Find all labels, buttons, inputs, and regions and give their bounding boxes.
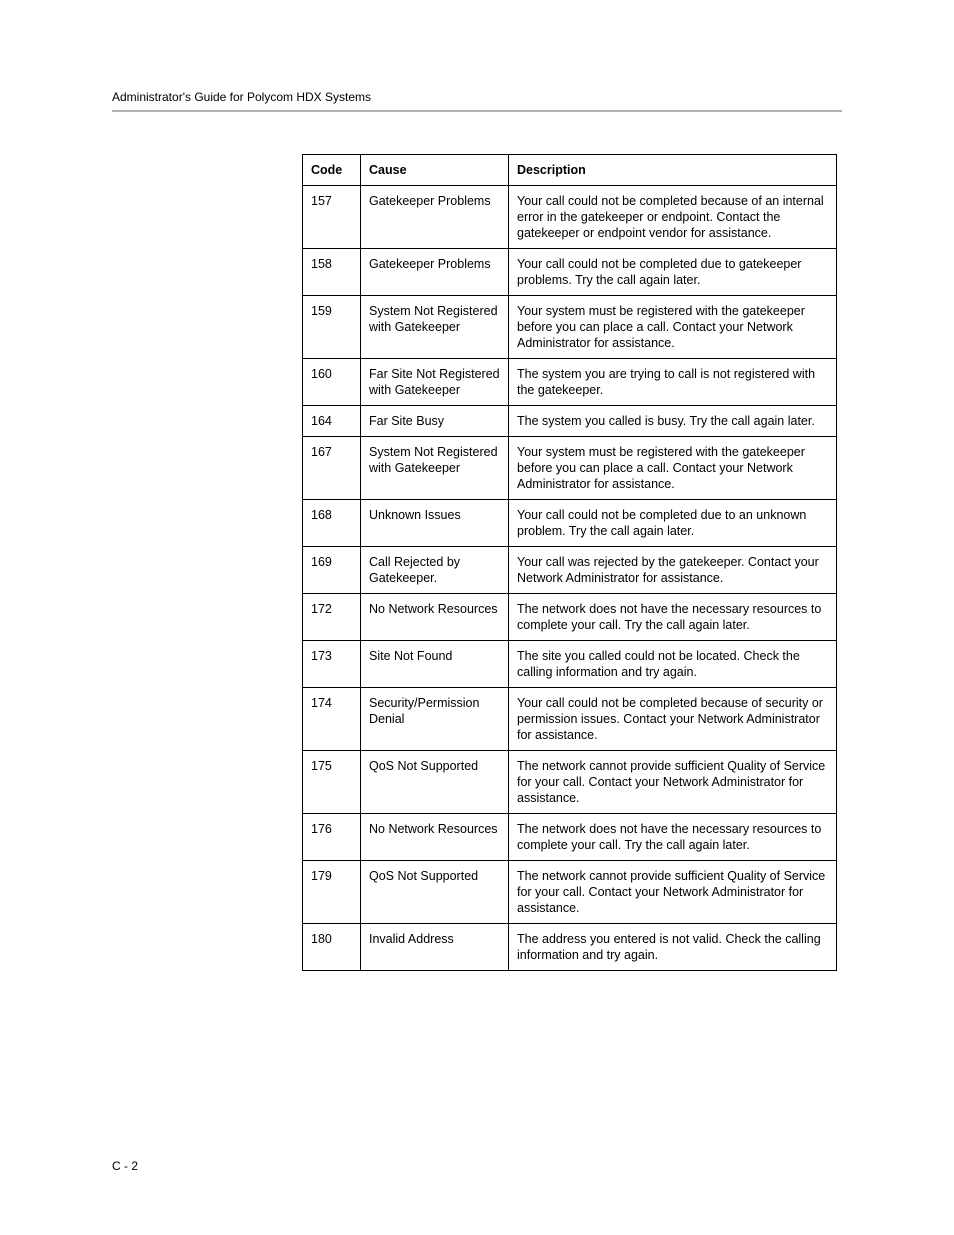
table-row: 179QoS Not SupportedThe network cannot p… xyxy=(303,861,837,924)
page: Administrator's Guide for Polycom HDX Sy… xyxy=(0,0,954,1235)
page-number: C - 2 xyxy=(112,1159,138,1173)
cell-code: 180 xyxy=(303,924,361,971)
table-row: 169Call Rejected by Gatekeeper.Your call… xyxy=(303,547,837,594)
cell-description: The site you called could not be located… xyxy=(509,641,837,688)
table-row: 175QoS Not SupportedThe network cannot p… xyxy=(303,751,837,814)
cell-cause: System Not Registered with Gatekeeper xyxy=(361,296,509,359)
cell-cause: System Not Registered with Gatekeeper xyxy=(361,437,509,500)
cell-cause: Far Site Not Registered with Gatekeeper xyxy=(361,359,509,406)
table-row: 159System Not Registered with Gatekeeper… xyxy=(303,296,837,359)
table-row: 174Security/Permission DenialYour call c… xyxy=(303,688,837,751)
cell-description: The network does not have the necessary … xyxy=(509,594,837,641)
cell-code: 174 xyxy=(303,688,361,751)
cell-description: The network cannot provide sufficient Qu… xyxy=(509,751,837,814)
cell-code: 158 xyxy=(303,249,361,296)
cell-cause: Invalid Address xyxy=(361,924,509,971)
table-row: 176No Network ResourcesThe network does … xyxy=(303,814,837,861)
header-divider xyxy=(112,110,842,112)
col-header-code: Code xyxy=(303,155,361,186)
table-row: 158Gatekeeper ProblemsYour call could no… xyxy=(303,249,837,296)
cell-description: Your system must be registered with the … xyxy=(509,296,837,359)
cell-cause: Far Site Busy xyxy=(361,406,509,437)
cell-description: Your system must be registered with the … xyxy=(509,437,837,500)
cell-description: The address you entered is not valid. Ch… xyxy=(509,924,837,971)
cell-description: The network does not have the necessary … xyxy=(509,814,837,861)
table-header-row: Code Cause Description xyxy=(303,155,837,186)
col-header-cause: Cause xyxy=(361,155,509,186)
cell-code: 176 xyxy=(303,814,361,861)
cell-description: Your call could not be completed due to … xyxy=(509,249,837,296)
table-row: 157Gatekeeper ProblemsYour call could no… xyxy=(303,186,837,249)
table-row: 167System Not Registered with Gatekeeper… xyxy=(303,437,837,500)
table-row: 160Far Site Not Registered with Gatekeep… xyxy=(303,359,837,406)
cell-code: 179 xyxy=(303,861,361,924)
table-row: 180Invalid AddressThe address you entere… xyxy=(303,924,837,971)
document-header: Administrator's Guide for Polycom HDX Sy… xyxy=(112,90,842,110)
codes-table-body: 157Gatekeeper ProblemsYour call could no… xyxy=(303,186,837,971)
cell-description: Your call could not be completed due to … xyxy=(509,500,837,547)
col-header-description: Description xyxy=(509,155,837,186)
cell-description: The system you are trying to call is not… xyxy=(509,359,837,406)
cell-code: 159 xyxy=(303,296,361,359)
cell-cause: Unknown Issues xyxy=(361,500,509,547)
cell-cause: QoS Not Supported xyxy=(361,751,509,814)
table-row: 164Far Site BusyThe system you called is… xyxy=(303,406,837,437)
codes-table: Code Cause Description 157Gatekeeper Pro… xyxy=(302,154,837,971)
cell-description: The system you called is busy. Try the c… xyxy=(509,406,837,437)
cell-description: The network cannot provide sufficient Qu… xyxy=(509,861,837,924)
cell-cause: QoS Not Supported xyxy=(361,861,509,924)
cell-cause: No Network Resources xyxy=(361,594,509,641)
cell-code: 157 xyxy=(303,186,361,249)
cell-description: Your call could not be completed because… xyxy=(509,688,837,751)
cell-code: 169 xyxy=(303,547,361,594)
cell-cause: Gatekeeper Problems xyxy=(361,249,509,296)
cell-code: 173 xyxy=(303,641,361,688)
cell-cause: Site Not Found xyxy=(361,641,509,688)
table-row: 168Unknown IssuesYour call could not be … xyxy=(303,500,837,547)
cell-code: 172 xyxy=(303,594,361,641)
table-container: Code Cause Description 157Gatekeeper Pro… xyxy=(302,154,842,971)
cell-code: 168 xyxy=(303,500,361,547)
cell-code: 167 xyxy=(303,437,361,500)
cell-description: Your call could not be completed because… xyxy=(509,186,837,249)
cell-code: 160 xyxy=(303,359,361,406)
cell-cause: No Network Resources xyxy=(361,814,509,861)
cell-code: 164 xyxy=(303,406,361,437)
table-row: 172No Network ResourcesThe network does … xyxy=(303,594,837,641)
cell-description: Your call was rejected by the gatekeeper… xyxy=(509,547,837,594)
cell-cause: Gatekeeper Problems xyxy=(361,186,509,249)
cell-code: 175 xyxy=(303,751,361,814)
cell-cause: Call Rejected by Gatekeeper. xyxy=(361,547,509,594)
cell-cause: Security/Permission Denial xyxy=(361,688,509,751)
table-row: 173Site Not FoundThe site you called cou… xyxy=(303,641,837,688)
